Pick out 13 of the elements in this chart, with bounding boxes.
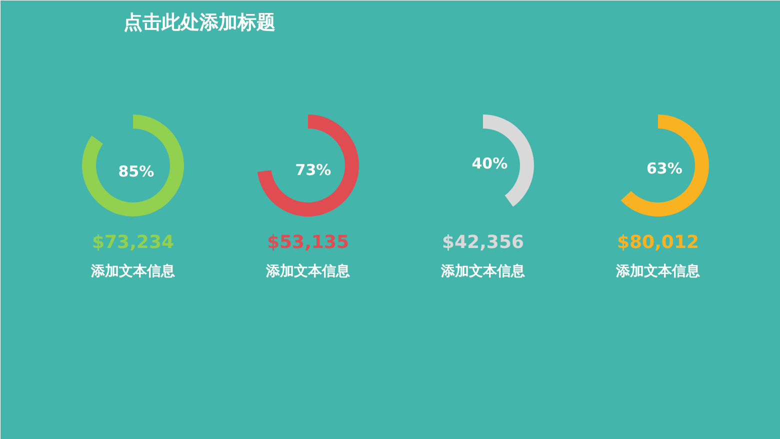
data-label: 73% xyxy=(295,161,332,180)
data-label: 63% xyxy=(646,159,682,178)
text: 添加文本信息 xyxy=(440,262,526,280)
text: $42,356 xyxy=(442,232,524,253)
text: 添加文本信息 xyxy=(615,262,701,280)
data-label: 85% xyxy=(118,162,154,181)
chart-title: 点击此处添加标题 xyxy=(124,12,276,34)
text: $53,135 xyxy=(267,232,349,253)
text: 添加文本信息 xyxy=(90,262,176,280)
data-label: 40% xyxy=(472,154,508,172)
text: $73,234 xyxy=(92,232,174,253)
text: 添加文本信息 xyxy=(265,262,351,280)
text: $80,012 xyxy=(617,232,699,253)
